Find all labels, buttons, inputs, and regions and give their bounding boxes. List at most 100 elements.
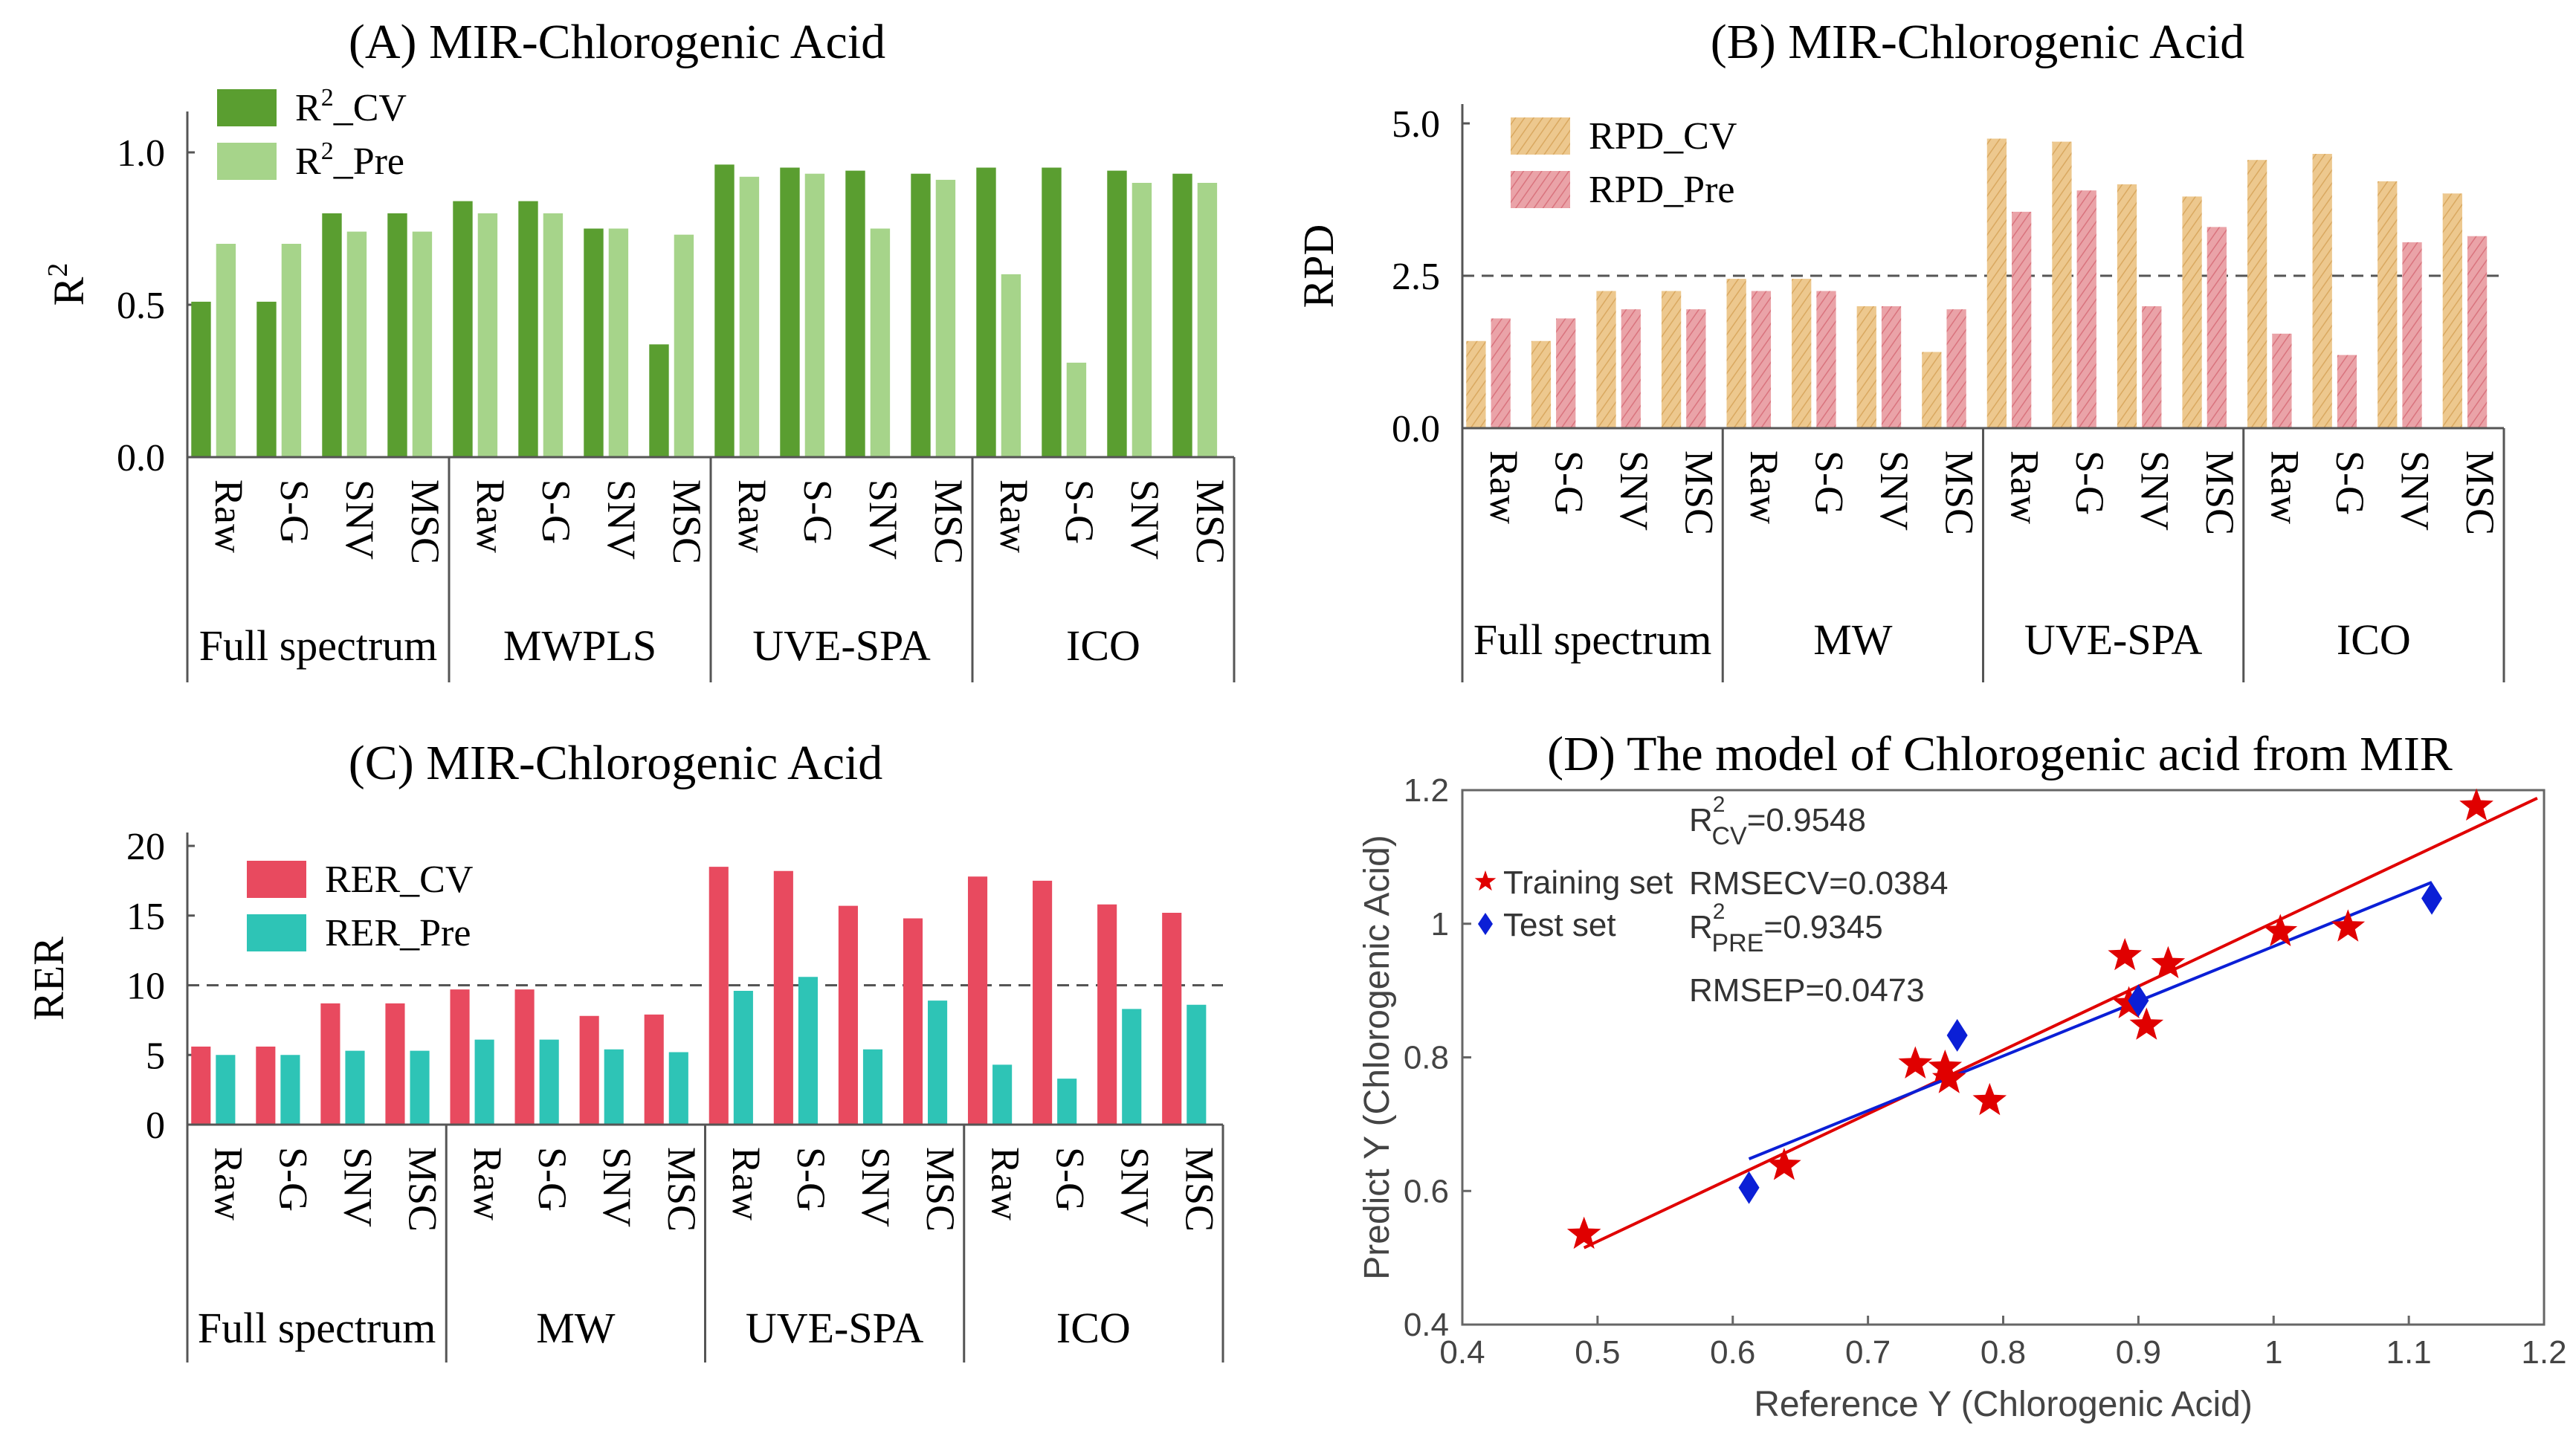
method-label: Raw xyxy=(207,479,251,553)
method-label: MSC xyxy=(1676,450,1721,535)
bar-rpd-cv xyxy=(2378,181,2398,428)
bar-r2-cv xyxy=(845,170,865,457)
x-tick-label: 0.6 xyxy=(1710,1334,1755,1371)
bar-r2-pre xyxy=(870,228,891,457)
x-tick-label: 0.9 xyxy=(2116,1334,2161,1371)
method-label: MSC xyxy=(2458,450,2502,535)
method-label: S-G xyxy=(272,479,317,544)
method-label: S-G xyxy=(1807,450,1852,515)
bar-rpd-pre xyxy=(1881,306,1902,428)
training-point xyxy=(2331,909,2366,942)
method-label: S-G xyxy=(795,479,840,544)
training-point xyxy=(1767,1148,1801,1180)
test-point xyxy=(1738,1171,1760,1204)
training-point xyxy=(2108,937,2142,971)
legend-rest: _CV xyxy=(333,87,407,129)
chart-title: (A) MIR-Chlorogenic Acid xyxy=(349,15,885,69)
group-label: MWPLS xyxy=(503,621,656,670)
legend-swatch xyxy=(247,861,306,898)
group-label: ICO xyxy=(1066,621,1140,670)
group-label: Full spectrum xyxy=(1473,615,1712,664)
method-label: S-G xyxy=(534,479,578,544)
method-label: Raw xyxy=(1482,450,1526,524)
group-label: MW xyxy=(1813,615,1893,664)
training-point xyxy=(2459,788,2493,821)
bar-rer-pre xyxy=(1057,1079,1077,1125)
bar-rer-pre xyxy=(927,1000,948,1125)
bar-rer-cv xyxy=(903,918,923,1125)
legend-label: Training set xyxy=(1503,864,1673,901)
method-label: S-G xyxy=(2328,450,2372,515)
method-label: MSC xyxy=(1177,1147,1221,1232)
method-label: SNV xyxy=(599,479,644,560)
bar-rpd-pre xyxy=(2076,190,2096,428)
bar-rpd-cv xyxy=(1792,279,1812,428)
method-label: Raw xyxy=(983,1147,1027,1221)
bar-r2-pre xyxy=(608,228,629,457)
bar-r2-cv xyxy=(256,301,277,457)
stats-main: R xyxy=(1689,909,1713,945)
bar-r2-pre xyxy=(804,173,825,457)
y-tick-label: 5.0 xyxy=(1392,103,1440,146)
bar-r2-pre xyxy=(1001,274,1021,457)
bar-r2-cv xyxy=(322,213,342,457)
bar-rer-cv xyxy=(773,870,793,1125)
bar-rpd-pre xyxy=(2402,242,2422,428)
test-fit-line xyxy=(1748,881,2433,1160)
bar-r2-cv xyxy=(584,228,604,457)
bar-rpd-cv xyxy=(1856,306,1876,428)
method-label: MSC xyxy=(659,1147,704,1232)
bar-r2-cv xyxy=(1107,170,1127,457)
method-label: SNV xyxy=(1612,450,1656,531)
bar-rpd-pre xyxy=(1686,309,1706,428)
method-label: MSC xyxy=(1937,450,1982,535)
method-label: S-G xyxy=(1546,450,1591,515)
bar-r2-pre xyxy=(1132,183,1152,457)
method-label: Raw xyxy=(1742,450,1786,524)
bar-rer-cv xyxy=(1162,913,1182,1125)
bar-rpd-pre xyxy=(1556,318,1576,428)
group-label: UVE-SPA xyxy=(746,1304,924,1352)
x-tick-label: 1 xyxy=(2265,1334,2282,1371)
y-tick-label: 10 xyxy=(126,966,165,1008)
bar-rer-cv xyxy=(256,1047,276,1125)
bar-rer-pre xyxy=(410,1050,430,1125)
chart-title: (D) The model of Chlorogenic acid from M… xyxy=(1547,727,2453,781)
legend-label: RER_CV xyxy=(325,859,473,901)
method-label: MSC xyxy=(1188,479,1233,564)
training-point xyxy=(2263,914,2298,946)
bar-rer-pre xyxy=(474,1039,494,1125)
x-tick-label: 0.4 xyxy=(1439,1334,1485,1371)
legend-sup: 2 xyxy=(321,138,334,165)
bar-rer-cv xyxy=(644,1014,664,1125)
y-tick-label: 5 xyxy=(146,1035,165,1077)
bar-rpd-cv xyxy=(2312,154,2332,428)
bar-rpd-cv xyxy=(1466,340,1486,428)
bar-rpd-cv xyxy=(1531,340,1552,428)
group-label: ICO xyxy=(2337,615,2411,664)
group-label: UVE-SPA xyxy=(752,621,931,670)
bar-rer-cv xyxy=(385,1003,405,1125)
legend-label: RER_Pre xyxy=(325,912,471,954)
bar-r2-cv xyxy=(1172,173,1192,457)
method-label: MSC xyxy=(403,479,448,564)
x-tick-label: 0.7 xyxy=(1845,1334,1891,1371)
bar-r2-cv xyxy=(453,201,473,457)
bar-rer-pre xyxy=(733,991,753,1125)
legend-main: R xyxy=(295,140,321,183)
test-point xyxy=(2421,882,2443,915)
legend-swatch xyxy=(247,914,306,951)
y-axis-label-sup: 2 xyxy=(42,263,74,277)
method-label: SNV xyxy=(853,1147,898,1227)
stats-value: =0.9548 xyxy=(1747,802,1866,838)
x-tick-label: 1.1 xyxy=(2386,1334,2432,1371)
legend-swatch xyxy=(1511,117,1570,155)
bar-rpd-pre xyxy=(1816,291,1836,428)
method-label: MSC xyxy=(926,479,971,564)
method-label: SNV xyxy=(1872,450,1917,531)
bar-r2-cv xyxy=(911,173,931,457)
x-tick-label: 0.5 xyxy=(1575,1334,1620,1371)
method-label: MSC xyxy=(665,479,709,564)
bar-rer-cv xyxy=(1033,880,1053,1125)
stats-line: RMSECV=0.0384 xyxy=(1689,865,1949,902)
